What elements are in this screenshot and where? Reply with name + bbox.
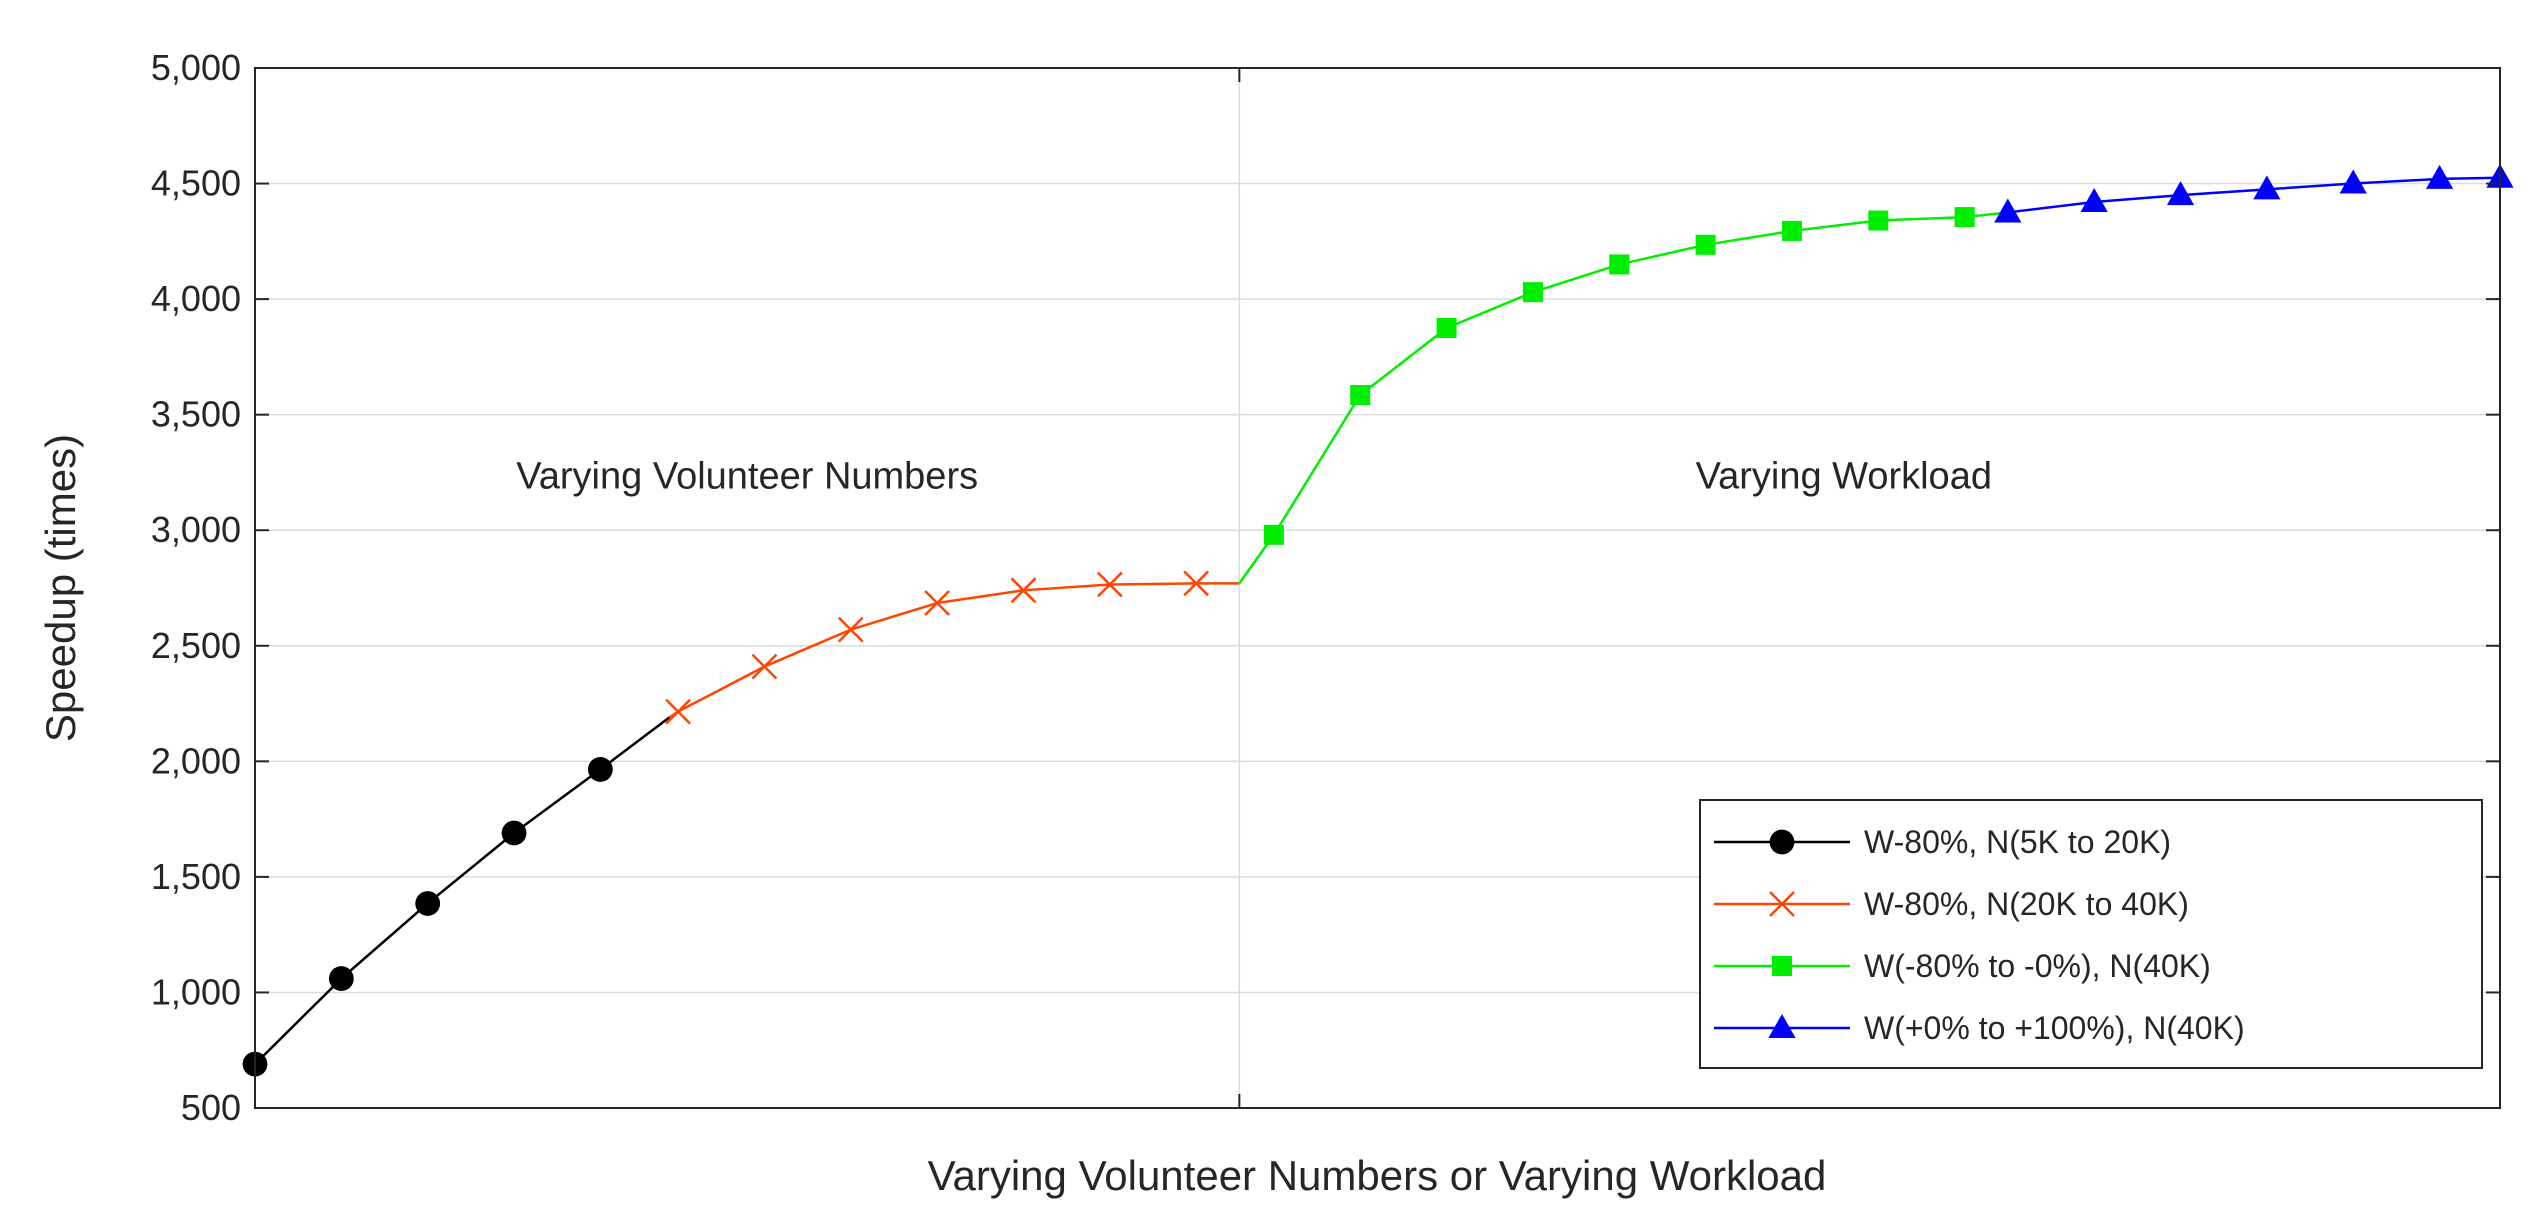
data-point	[1522, 282, 1543, 303]
data-point	[1183, 570, 1210, 597]
y-tick-label: 500	[181, 1087, 241, 1128]
data-point	[1695, 234, 1716, 255]
data-point	[1609, 254, 1630, 275]
annotation-label: Varying Workload	[1696, 456, 1992, 498]
legend-marker	[1769, 891, 1795, 917]
data-point	[1868, 210, 1889, 231]
legend: W-80%, N(5K to 20K) W-80%, N(20K to 40K) W…	[1699, 799, 2483, 1069]
y-tick-label: 2,500	[151, 625, 241, 666]
legend-entry: W-80%, N(5K to 20K)	[1714, 824, 2171, 860]
data-point	[2253, 175, 2281, 200]
data-point	[2425, 164, 2454, 189]
y-tick-label: 3,500	[151, 394, 241, 435]
data-point	[837, 616, 864, 643]
series-2	[665, 570, 1240, 725]
legend-label: W(-80% to -0%), N(40K)	[1864, 948, 2211, 984]
series-line	[254, 716, 671, 1065]
legend-entry: W-80%, N(20K to 40K)	[1714, 886, 2189, 922]
data-point	[1350, 385, 1371, 406]
data-point	[501, 820, 527, 846]
data-point	[328, 966, 354, 991]
plot-frame	[254, 67, 2501, 1109]
series-4	[1994, 163, 2514, 223]
y-tick-label: 3,000	[151, 509, 241, 550]
data-point	[587, 757, 613, 782]
grid	[255, 182, 2500, 994]
data-point	[1781, 220, 1802, 241]
data-point	[2080, 188, 2108, 213]
data-point	[924, 590, 951, 616]
series-3	[1238, 207, 2008, 585]
data-point	[751, 653, 778, 680]
y-tick-label: 1,000	[151, 971, 241, 1012]
data-point	[1096, 571, 1123, 598]
legend-marker	[1768, 1014, 1796, 1038]
y-tick-label: 4,500	[151, 163, 241, 204]
series-layer	[242, 163, 2514, 1077]
legend-label: W-80%, N(20K to 40K)	[1864, 886, 2189, 922]
legend-box	[1699, 799, 2483, 1069]
legend-label: W-80%, N(5K to 20K)	[1864, 824, 2171, 860]
legend-label: W(+0% to +100%), N(40K)	[1864, 1010, 2245, 1046]
annotations: Varying Volunteer Numbers Varying Workloa…	[516, 456, 1992, 498]
data-point	[1954, 207, 1975, 228]
data-point	[415, 891, 441, 916]
data-point	[2339, 169, 2367, 194]
y-axis-title: Speedup (times)	[37, 434, 84, 742]
data-point	[1994, 198, 2022, 223]
legend-marker	[1769, 829, 1795, 855]
data-point	[1010, 577, 1037, 604]
series-1	[242, 716, 671, 1077]
y-tick-label: 5,000	[151, 47, 241, 88]
data-point	[1263, 524, 1284, 545]
y-tick-label: 4,000	[151, 278, 241, 319]
y-tick-label: 1,500	[151, 856, 241, 897]
legend-entry: W(-80% to -0%), N(40K)	[1714, 948, 2211, 984]
data-point	[2166, 181, 2195, 206]
annotation-label: Varying Volunteer Numbers	[516, 456, 978, 498]
y-axis-ticks: 500 1,000 1,500 2,000 2,500 3,000 3,500 4,000 4,…	[151, 47, 2500, 1128]
data-point	[1436, 318, 1457, 338]
y-tick-label: 2,000	[151, 740, 241, 781]
x-axis-title: Varying Volunteer Numbers or Varying Wor…	[928, 1152, 1827, 1199]
data-point	[665, 698, 691, 725]
legend-entry: W(+0% to +100%), N(40K)	[1714, 1010, 2245, 1046]
legend-marker	[1772, 956, 1792, 976]
